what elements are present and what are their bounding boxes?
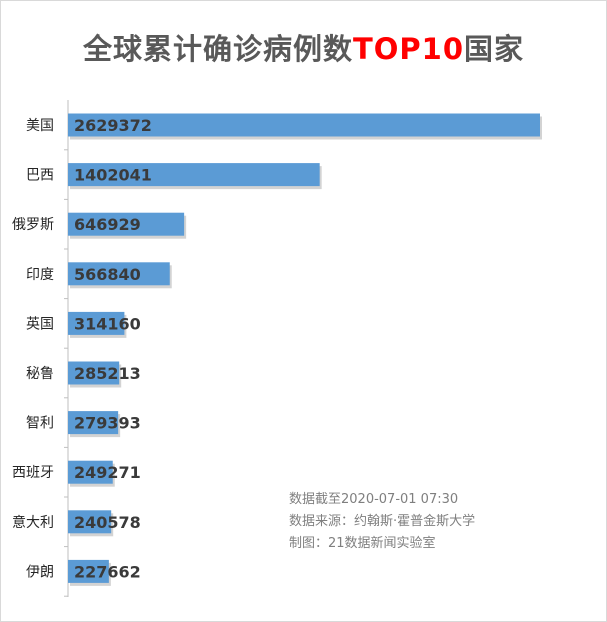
title-part-main: 全球累计确诊病例数: [82, 32, 353, 66]
data-label: 249271: [74, 463, 141, 482]
data-label: 285213: [74, 364, 141, 383]
data-label: 646929: [74, 215, 141, 234]
category-label: 秘鲁: [26, 366, 54, 382]
bar: [68, 411, 119, 435]
category-label: 西班牙: [12, 465, 54, 481]
data-label: 566840: [74, 265, 141, 284]
category-label: 印度: [26, 267, 54, 283]
chart-title: 全球累计确诊病例数TOP10国家: [0, 26, 607, 68]
category-label: 伊朗: [26, 564, 54, 580]
category-label: 英国: [26, 315, 54, 332]
data-label: 240578: [74, 513, 141, 532]
bar: [68, 510, 112, 534]
bar: [68, 113, 540, 137]
note-source: 数据来源：约翰斯·霍普金斯大学: [289, 514, 476, 529]
bar: [68, 262, 170, 286]
note-maker: 制图：21数据新闻实验室: [289, 536, 436, 551]
title-part-end: 国家: [464, 32, 525, 66]
category-label: 意大利: [12, 514, 54, 531]
bar: [68, 559, 109, 583]
data-label: 1402041: [74, 166, 152, 185]
bar: [68, 163, 320, 187]
note-date: 数据截至2020-07-01 07:30: [289, 492, 459, 507]
data-label: 279393: [74, 414, 141, 433]
data-label: 2629372: [74, 116, 152, 135]
chart-notes: 数据截至2020-07-01 07:30 数据来源：约翰斯·霍普金斯大学 制图：…: [289, 489, 475, 555]
data-label: 227662: [74, 562, 141, 581]
category-label: 巴西: [26, 168, 54, 184]
data-label: 314160: [74, 314, 141, 333]
category-label: 俄罗斯: [12, 217, 54, 233]
bar: [68, 460, 113, 484]
category-label: 美国: [26, 118, 54, 134]
bar: [68, 361, 120, 385]
category-label: 智利: [26, 416, 54, 432]
bar: [68, 311, 125, 335]
bar: [68, 212, 185, 236]
title-part-highlight: TOP10: [352, 32, 465, 66]
